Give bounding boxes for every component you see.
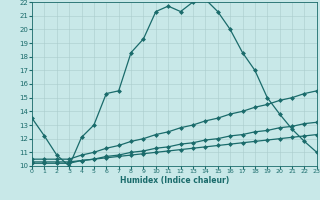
X-axis label: Humidex (Indice chaleur): Humidex (Indice chaleur) [120, 176, 229, 185]
